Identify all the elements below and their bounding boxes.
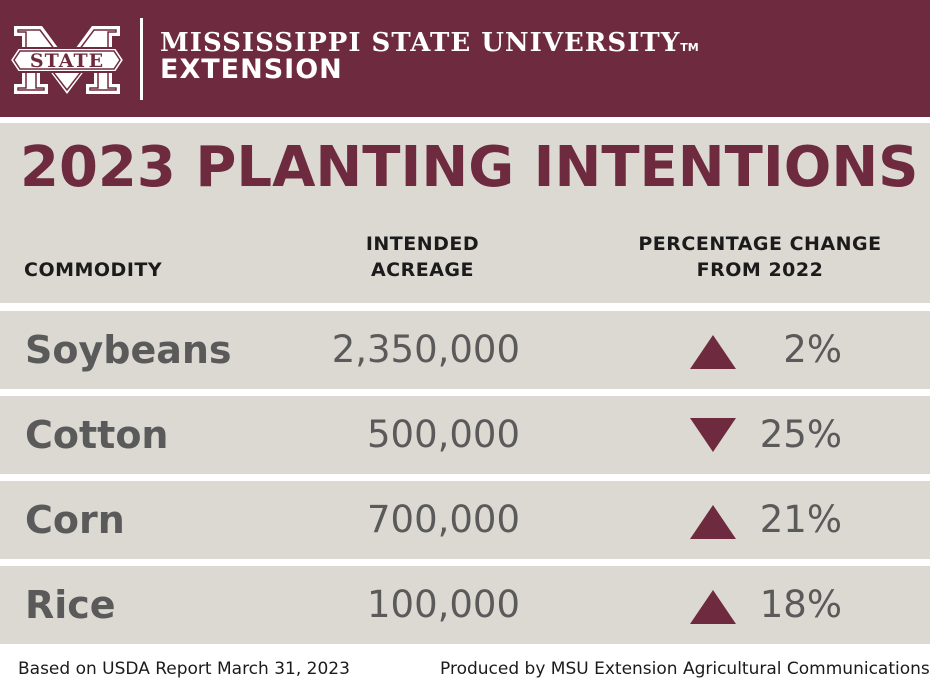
intended-acreage: 2,350,000 — [331, 328, 520, 371]
triangle-down-icon — [690, 418, 736, 452]
source-note: Based on USDA Report March 31, 2023 — [18, 659, 350, 679]
table-row-cotton: Cotton 500,000 25% — [0, 396, 930, 474]
table-row-corn: Corn 700,000 21% — [0, 481, 930, 559]
column-header-commodity: COMMODITY — [24, 259, 163, 281]
column-header-acreage-line2: ACREAGE — [370, 259, 475, 281]
header-banner: STATE MISSISSIPPI STATE UNIVERSITYTM EXT… — [0, 0, 930, 117]
msu-m-state-logo: STATE — [8, 26, 126, 94]
column-header-acreage-line1: INTENDED — [365, 233, 480, 255]
university-name-text: MISSISSIPPI STATE UNIVERSITY — [160, 28, 681, 58]
triangle-up-icon — [690, 505, 736, 539]
trademark-mark: TM — [680, 41, 699, 54]
intended-acreage: 700,000 — [366, 498, 520, 541]
table-row-rice: Rice 100,000 18% — [0, 566, 930, 644]
column-header-pct-line1: PERCENTAGE CHANGE — [638, 233, 882, 255]
commodity-name: Rice — [25, 583, 116, 627]
table-row-soybeans: Soybeans 2,350,000 2% — [0, 311, 930, 389]
triangle-up-icon — [690, 590, 736, 624]
university-name: MISSISSIPPI STATE UNIVERSITYTM — [160, 28, 699, 63]
commodity-name: Soybeans — [25, 328, 232, 372]
triangle-up-icon — [690, 335, 736, 369]
page-title: 2023 PLANTING INTENTIONS — [20, 135, 919, 200]
commodity-name: Corn — [25, 498, 125, 542]
percentage-change: 2% — [783, 328, 842, 371]
intended-acreage: 100,000 — [366, 583, 520, 626]
column-header-percentage-change: PERCENTAGE CHANGE FROM 2022 — [610, 231, 910, 283]
title-panel — [0, 123, 930, 303]
intended-acreage: 500,000 — [366, 413, 520, 456]
column-header-acreage: INTENDED ACREAGE — [340, 231, 505, 283]
percentage-change: 18% — [759, 583, 842, 626]
percentage-change: 25% — [759, 413, 842, 456]
header-divider — [140, 18, 143, 100]
column-header-pct-line2: FROM 2022 — [696, 259, 824, 281]
credit-note: Produced by MSU Extension Agricultural C… — [440, 659, 930, 679]
logo-state-text: STATE — [30, 50, 104, 72]
extension-name: EXTENSION — [160, 54, 343, 85]
commodity-name: Cotton — [25, 413, 169, 457]
percentage-change: 21% — [759, 498, 842, 541]
